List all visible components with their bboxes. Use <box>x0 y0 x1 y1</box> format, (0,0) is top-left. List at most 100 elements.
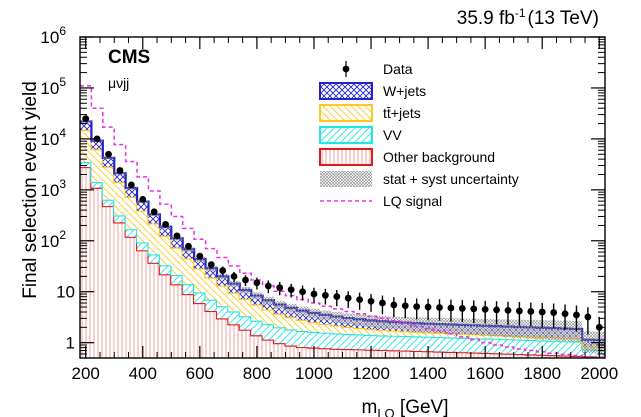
data-point <box>550 309 558 316</box>
vv-bin <box>319 332 332 349</box>
uncertainty-bin <box>102 156 115 160</box>
vv-bin <box>194 292 206 304</box>
data-point <box>379 299 386 307</box>
other-bin <box>137 250 149 358</box>
vv-bin <box>376 335 389 350</box>
ttbar-bin <box>171 247 183 275</box>
data-point <box>207 261 215 269</box>
data-point <box>196 252 204 260</box>
wjets-bin <box>91 140 103 150</box>
y-tick-label: 10 <box>56 283 75 302</box>
y-tick-label: 103 <box>40 177 66 200</box>
uncertainty-bin <box>308 308 320 319</box>
data-point <box>139 195 147 203</box>
vv-bin <box>525 339 537 355</box>
lq-signal-line <box>80 85 605 358</box>
other-bin <box>433 351 446 358</box>
wjets-bin <box>137 201 149 211</box>
vv-bin <box>159 265 172 275</box>
other-bin <box>342 349 354 358</box>
vv-bin <box>102 199 115 207</box>
other-bin <box>445 351 457 358</box>
ttbar-bin <box>331 325 343 334</box>
x-axis-title: mLQ [GeV] <box>361 397 448 417</box>
legend-ttbar-swatch <box>319 104 373 122</box>
data-point <box>276 284 284 292</box>
x-tick-label: 1200 <box>352 364 390 383</box>
ttbar-bin <box>490 335 503 339</box>
x-tick-label: 200 <box>72 364 100 383</box>
vv-bin <box>262 324 275 340</box>
other-bin <box>171 284 183 358</box>
data-point <box>458 305 466 312</box>
data-point <box>538 308 546 316</box>
x-tick-label: 400 <box>129 364 157 383</box>
data-point <box>436 304 443 311</box>
vv-bin <box>137 242 149 251</box>
uncertainty-bin <box>547 320 560 341</box>
data-point <box>527 308 535 315</box>
other-bin <box>125 236 138 358</box>
wjets-bin <box>148 214 160 224</box>
other-bin <box>159 274 172 358</box>
ttbar-bin <box>399 331 411 337</box>
data-point <box>162 220 169 228</box>
uncertainty-bin <box>342 313 354 325</box>
x-tick-label: 1600 <box>466 364 504 383</box>
uncertainty-bin <box>490 319 503 337</box>
other-bin <box>102 206 115 358</box>
ttbar-bin <box>159 235 172 266</box>
vv-bin <box>274 327 286 344</box>
legend-uncertainty-swatch <box>320 171 372 187</box>
ttbar-bin <box>342 326 354 334</box>
data-point <box>219 267 227 274</box>
vv-bin <box>205 299 217 311</box>
ttbar-bin <box>308 322 320 332</box>
ttbar-bin <box>433 332 446 338</box>
legend-vv-label: VV <box>383 127 402 143</box>
other-bin <box>114 222 126 358</box>
legend-uncertainty-label: stat + syst uncertainty <box>383 171 519 187</box>
ttbar-bin <box>445 333 457 338</box>
data-point <box>310 290 318 298</box>
data-point <box>481 305 489 313</box>
data-point <box>344 294 352 302</box>
uncertainty-bin <box>433 317 446 333</box>
uncertainty-bin <box>388 316 400 330</box>
data-point <box>253 279 261 287</box>
wjets-bin <box>262 300 275 310</box>
other-bin <box>239 329 252 358</box>
uncertainty-bin <box>216 273 229 280</box>
legend-other-swatch <box>319 148 373 166</box>
ttbar-bin <box>285 317 297 330</box>
other-bin <box>194 303 206 358</box>
axes: 200 400 600 800 1000 1200 1400 1600 1800 2000 1 10 1… <box>40 24 618 383</box>
vv-bin <box>239 316 252 330</box>
other-bin <box>410 350 423 358</box>
other-bin <box>468 352 480 358</box>
legend: Data W+jets tt̄+jets VV Other background stat… <box>319 61 519 209</box>
uncertainty-bin <box>274 300 286 309</box>
data-point <box>390 301 398 309</box>
data-point <box>321 291 329 299</box>
other-bin <box>205 310 217 358</box>
lumi-label: 35.9 fb-1 (13 TeV) <box>457 6 599 29</box>
vv-bin <box>399 336 411 351</box>
uncertainty-bin <box>262 296 275 305</box>
uncertainty-bin <box>376 315 389 329</box>
wjets-bin <box>182 249 195 259</box>
other-bin <box>274 343 286 358</box>
other-bin <box>319 348 332 358</box>
y-tick-label: 105 <box>40 75 66 98</box>
y-tick-label: 106 <box>40 24 66 47</box>
ttbar-bin <box>502 335 514 340</box>
ttbar-bin <box>228 292 240 312</box>
vv-bin <box>285 329 297 346</box>
data-point <box>264 282 272 290</box>
y-tick-label: 1 <box>66 334 75 353</box>
cms-label: CMS <box>108 47 150 68</box>
uncertainty-bin <box>502 319 514 338</box>
vv-bin <box>547 340 560 356</box>
ttbar-bin <box>365 329 377 335</box>
